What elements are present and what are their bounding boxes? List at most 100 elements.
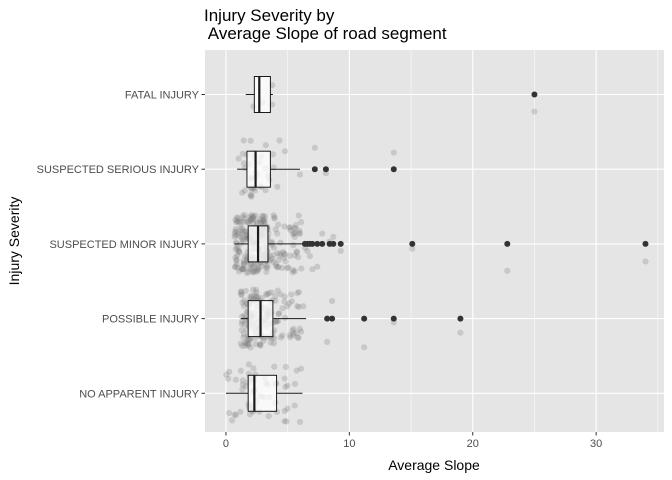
jitter-point [272,319,279,326]
jitter-point [235,248,243,255]
jitter-point [238,288,245,295]
jitter-point [238,266,245,273]
jitter-point [242,227,249,234]
jitter-point [295,334,302,341]
jitter-point [238,218,245,226]
jitter-point [247,336,254,343]
jitter-point [241,211,248,219]
jitter-point [274,318,282,325]
jitter-point [272,292,279,300]
jitter-point [241,187,248,194]
jitter-point [233,257,240,264]
jitter-point [242,342,249,349]
jitter-point [268,289,275,296]
jitter-point [248,292,255,300]
jitter-point [295,288,303,296]
jitter-point [223,371,230,378]
jitter-point [256,216,263,223]
jitter-point [241,312,248,319]
jitter-point [249,263,256,270]
jitter-point [279,264,286,271]
jitter-point [228,417,236,424]
x-tick-label: 10 [343,438,355,450]
jitter-point [249,286,257,293]
jitter-point [237,233,244,240]
jitter-point [291,380,299,388]
jitter-point [240,265,247,272]
jitter-point [232,239,240,246]
jitter-point [285,264,292,271]
jitter-point [243,269,250,276]
jitter-point [328,297,336,305]
jitter-point [240,160,248,167]
jitter-point [259,212,266,219]
jitter-point [247,217,254,224]
jitter-point [279,332,286,339]
jitter-point [240,137,247,144]
outlier-point [309,240,316,247]
jitter-point [251,268,258,275]
jitter-point [240,261,248,268]
jitter-point [296,229,303,237]
jitter-point [293,249,301,256]
jitter-point [252,212,259,219]
jitter-point [284,405,291,412]
jitter-point [234,232,241,239]
jitter-point [247,344,254,351]
jitter-point [296,325,303,332]
jitter-point [240,331,247,338]
jitter-point [265,413,272,420]
jitter-point [250,263,258,270]
jitter-point [311,144,318,151]
jitter-point [249,268,256,275]
jitter-point [239,386,246,393]
jitter-point [280,250,288,257]
jitter-point [293,248,300,255]
jitter-point [256,341,264,348]
jitter-point [254,265,261,273]
box-fatal-injury [245,76,273,113]
jitter-point [282,363,289,370]
jitter-point [279,305,286,312]
jitter-point [282,383,289,391]
x-axis: 0 10 20 30 [223,432,602,450]
jitter-point [240,257,247,264]
jitter-point [273,317,280,324]
jitter-point [253,267,260,274]
jitter-point [240,218,247,225]
jitter-point [250,365,257,372]
jitter-point [275,310,282,317]
jitter-point [290,242,297,249]
jitter-point [247,191,254,199]
jitter-point [292,225,299,232]
jitter-point [275,310,282,317]
jitter-point [241,297,248,304]
outlier-point [311,166,318,173]
outlier-point [330,240,337,247]
jitter-point [297,365,305,372]
jitter-point [275,263,282,271]
jitter-point [241,321,248,328]
jitter-point [239,213,246,220]
jitter-point [294,303,301,310]
jitter-point [238,320,245,328]
y-tick-label: SUSPECTED MINOR INJURY [49,239,199,251]
x-axis-title: Average Slope [388,457,480,473]
jitter-point [231,411,238,418]
jitter-point [239,318,246,325]
jitter-point [237,340,244,347]
jitter-point [249,219,257,226]
jitter-point [262,187,269,194]
outlier-point [337,240,344,247]
jitter-point [286,300,293,307]
jitter-point [291,233,298,241]
chart-title-line1: Injury Severity by [204,6,335,25]
outlier-point [390,166,397,173]
jitter-point [250,213,257,220]
jitter-point [269,258,277,266]
jitter-point [242,314,249,321]
jitter-point [232,376,239,383]
x-tick-label: 0 [223,438,229,450]
jitter-point [258,218,265,225]
box-layer [225,76,307,412]
